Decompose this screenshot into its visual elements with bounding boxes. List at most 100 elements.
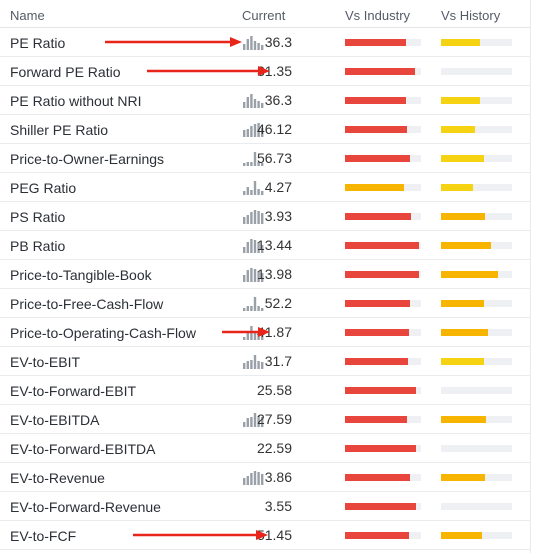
history-sparkline-icon[interactable] [243,151,265,166]
sparkline-bar [257,189,260,195]
metric-name[interactable]: Price-to-Tangible-Book [10,267,152,283]
metric-name[interactable]: Price-to-Owner-Earnings [10,151,165,167]
metric-name[interactable]: EV-to-Forward-EBITDA [10,441,156,457]
vs-industry-bar[interactable] [345,126,421,133]
vs-history-bar[interactable] [441,329,512,336]
sparkline-bar [253,99,257,108]
vs-industry-bar[interactable] [345,416,421,423]
metric-name[interactable]: PEG Ratio [10,180,77,196]
table-row[interactable]: PE Ratio 36.3 [0,28,530,57]
vs-industry-bar[interactable] [345,358,421,365]
column-header-vs-industry[interactable]: Vs Industry [345,8,411,23]
table-row[interactable]: Shiller PE Ratio 46.12 [0,115,530,144]
history-sparkline-icon[interactable] [243,238,265,253]
history-sparkline-icon[interactable] [243,354,265,369]
history-sparkline-icon[interactable] [243,35,265,50]
vs-history-bar[interactable] [441,155,512,162]
vs-industry-bar[interactable] [345,445,421,452]
vs-industry-bar[interactable] [345,155,421,162]
table-row[interactable]: EV-to-EBITDA 27.59 [0,405,530,434]
table-row[interactable]: EV-to-Forward-EBIT 25.58 [0,376,530,405]
table-row[interactable]: Price-to-Operating-Cash-Flow 41.87 [0,318,530,347]
history-sparkline-icon[interactable] [243,180,265,195]
table-row[interactable]: PE Ratio without NRI 36.3 [0,86,530,115]
current-value: 41.87 [256,324,292,340]
vs-industry-bar[interactable] [345,242,421,249]
vs-history-bar[interactable] [441,445,512,452]
vs-history-bar[interactable] [441,126,512,133]
vs-industry-bar[interactable] [345,387,421,394]
history-sparkline-icon[interactable] [243,93,265,108]
sparkline-bar [243,163,246,166]
vs-history-bar[interactable] [441,503,512,510]
vs-industry-bar[interactable] [345,184,421,191]
vs-industry-bar[interactable] [345,329,421,336]
vs-history-bar[interactable] [441,184,512,191]
table-row[interactable]: PB Ratio 13.44 [0,231,530,260]
vs-history-fill [441,97,481,104]
vs-history-bar[interactable] [441,416,512,423]
metric-name[interactable]: EV-to-Forward-Revenue [10,499,161,515]
history-sparkline-icon[interactable] [243,296,265,311]
vs-history-bar[interactable] [441,39,512,46]
vs-history-fill [441,126,476,133]
metric-name[interactable]: PB Ratio [10,238,66,254]
vs-history-bar[interactable] [441,532,512,539]
vs-history-bar[interactable] [441,68,512,75]
metric-name[interactable]: EV-to-EBIT [10,354,81,370]
table-row[interactable]: EV-to-Forward-Revenue 3.55 [0,492,530,521]
metric-name[interactable]: Forward PE Ratio [10,64,121,80]
vs-industry-bar[interactable] [345,271,421,278]
table-row[interactable]: PS Ratio 3.93 [0,202,530,231]
table-row[interactable]: Forward PE Ratio 31.35 [0,57,530,86]
vs-industry-bar[interactable] [345,300,421,307]
sparkline-bar [243,217,246,224]
table-row[interactable]: EV-to-Revenue 3.86 [0,463,530,492]
column-header-name[interactable]: Name [10,8,45,23]
table-row[interactable]: Price-to-Free-Cash-Flow 52.2 [0,289,530,318]
metric-name[interactable]: EV-to-Forward-EBIT [10,383,137,399]
vs-industry-bar[interactable] [345,97,421,104]
table-row[interactable]: Price-to-Owner-Earnings 56.73 [0,144,530,173]
vs-industry-bar[interactable] [345,503,421,510]
vs-history-bar[interactable] [441,97,512,104]
table-row[interactable]: Price-to-Tangible-Book 13.98 [0,260,530,289]
vs-industry-bar[interactable] [345,68,421,75]
metric-name[interactable]: PE Ratio [10,35,66,51]
vs-industry-bar[interactable] [345,213,421,220]
table-row[interactable]: EV-to-EBIT 31.7 [0,347,530,376]
metric-name[interactable]: EV-to-Revenue [10,470,105,486]
valuation-table: Name Current Vs Industry Vs History PE R… [0,0,530,550]
current-value: 46.12 [256,121,292,137]
metric-name[interactable]: EV-to-EBITDA [10,412,100,428]
history-sparkline-icon[interactable] [243,267,265,282]
vs-industry-bar[interactable] [345,39,421,46]
table-header: Name Current Vs Industry Vs History [0,0,530,28]
sparkline-bar [253,210,257,224]
history-sparkline-icon[interactable] [243,122,265,137]
history-sparkline-icon[interactable] [243,209,265,224]
vs-industry-bar[interactable] [345,532,421,539]
column-header-vs-history[interactable]: Vs History [441,8,501,23]
metric-name[interactable]: Price-to-Free-Cash-Flow [10,296,164,312]
table-row[interactable]: PEG Ratio 4.27 [0,173,530,202]
vs-history-bar[interactable] [441,358,512,365]
column-header-current[interactable]: Current [242,8,286,23]
vs-industry-bar[interactable] [345,474,421,481]
vs-history-bar[interactable] [441,242,512,249]
vs-history-bar[interactable] [441,474,512,481]
metric-name[interactable]: Price-to-Operating-Cash-Flow [10,325,196,341]
vs-history-bar[interactable] [441,387,512,394]
table-row[interactable]: EV-to-Forward-EBITDA 22.59 [0,434,530,463]
history-sparkline-icon[interactable] [243,470,265,485]
table-row[interactable]: EV-to-FCF 51.45 [0,521,530,550]
metric-name[interactable]: PS Ratio [10,209,66,225]
vs-history-bar[interactable] [441,300,512,307]
metric-name[interactable]: PE Ratio without NRI [10,93,142,109]
metric-name[interactable]: Shiller PE Ratio [10,122,109,138]
metric-name[interactable]: EV-to-FCF [10,528,77,544]
history-sparkline-icon[interactable] [243,412,265,427]
vs-history-bar[interactable] [441,271,512,278]
vs-history-bar[interactable] [441,213,512,220]
sparkline-bar [253,41,257,50]
